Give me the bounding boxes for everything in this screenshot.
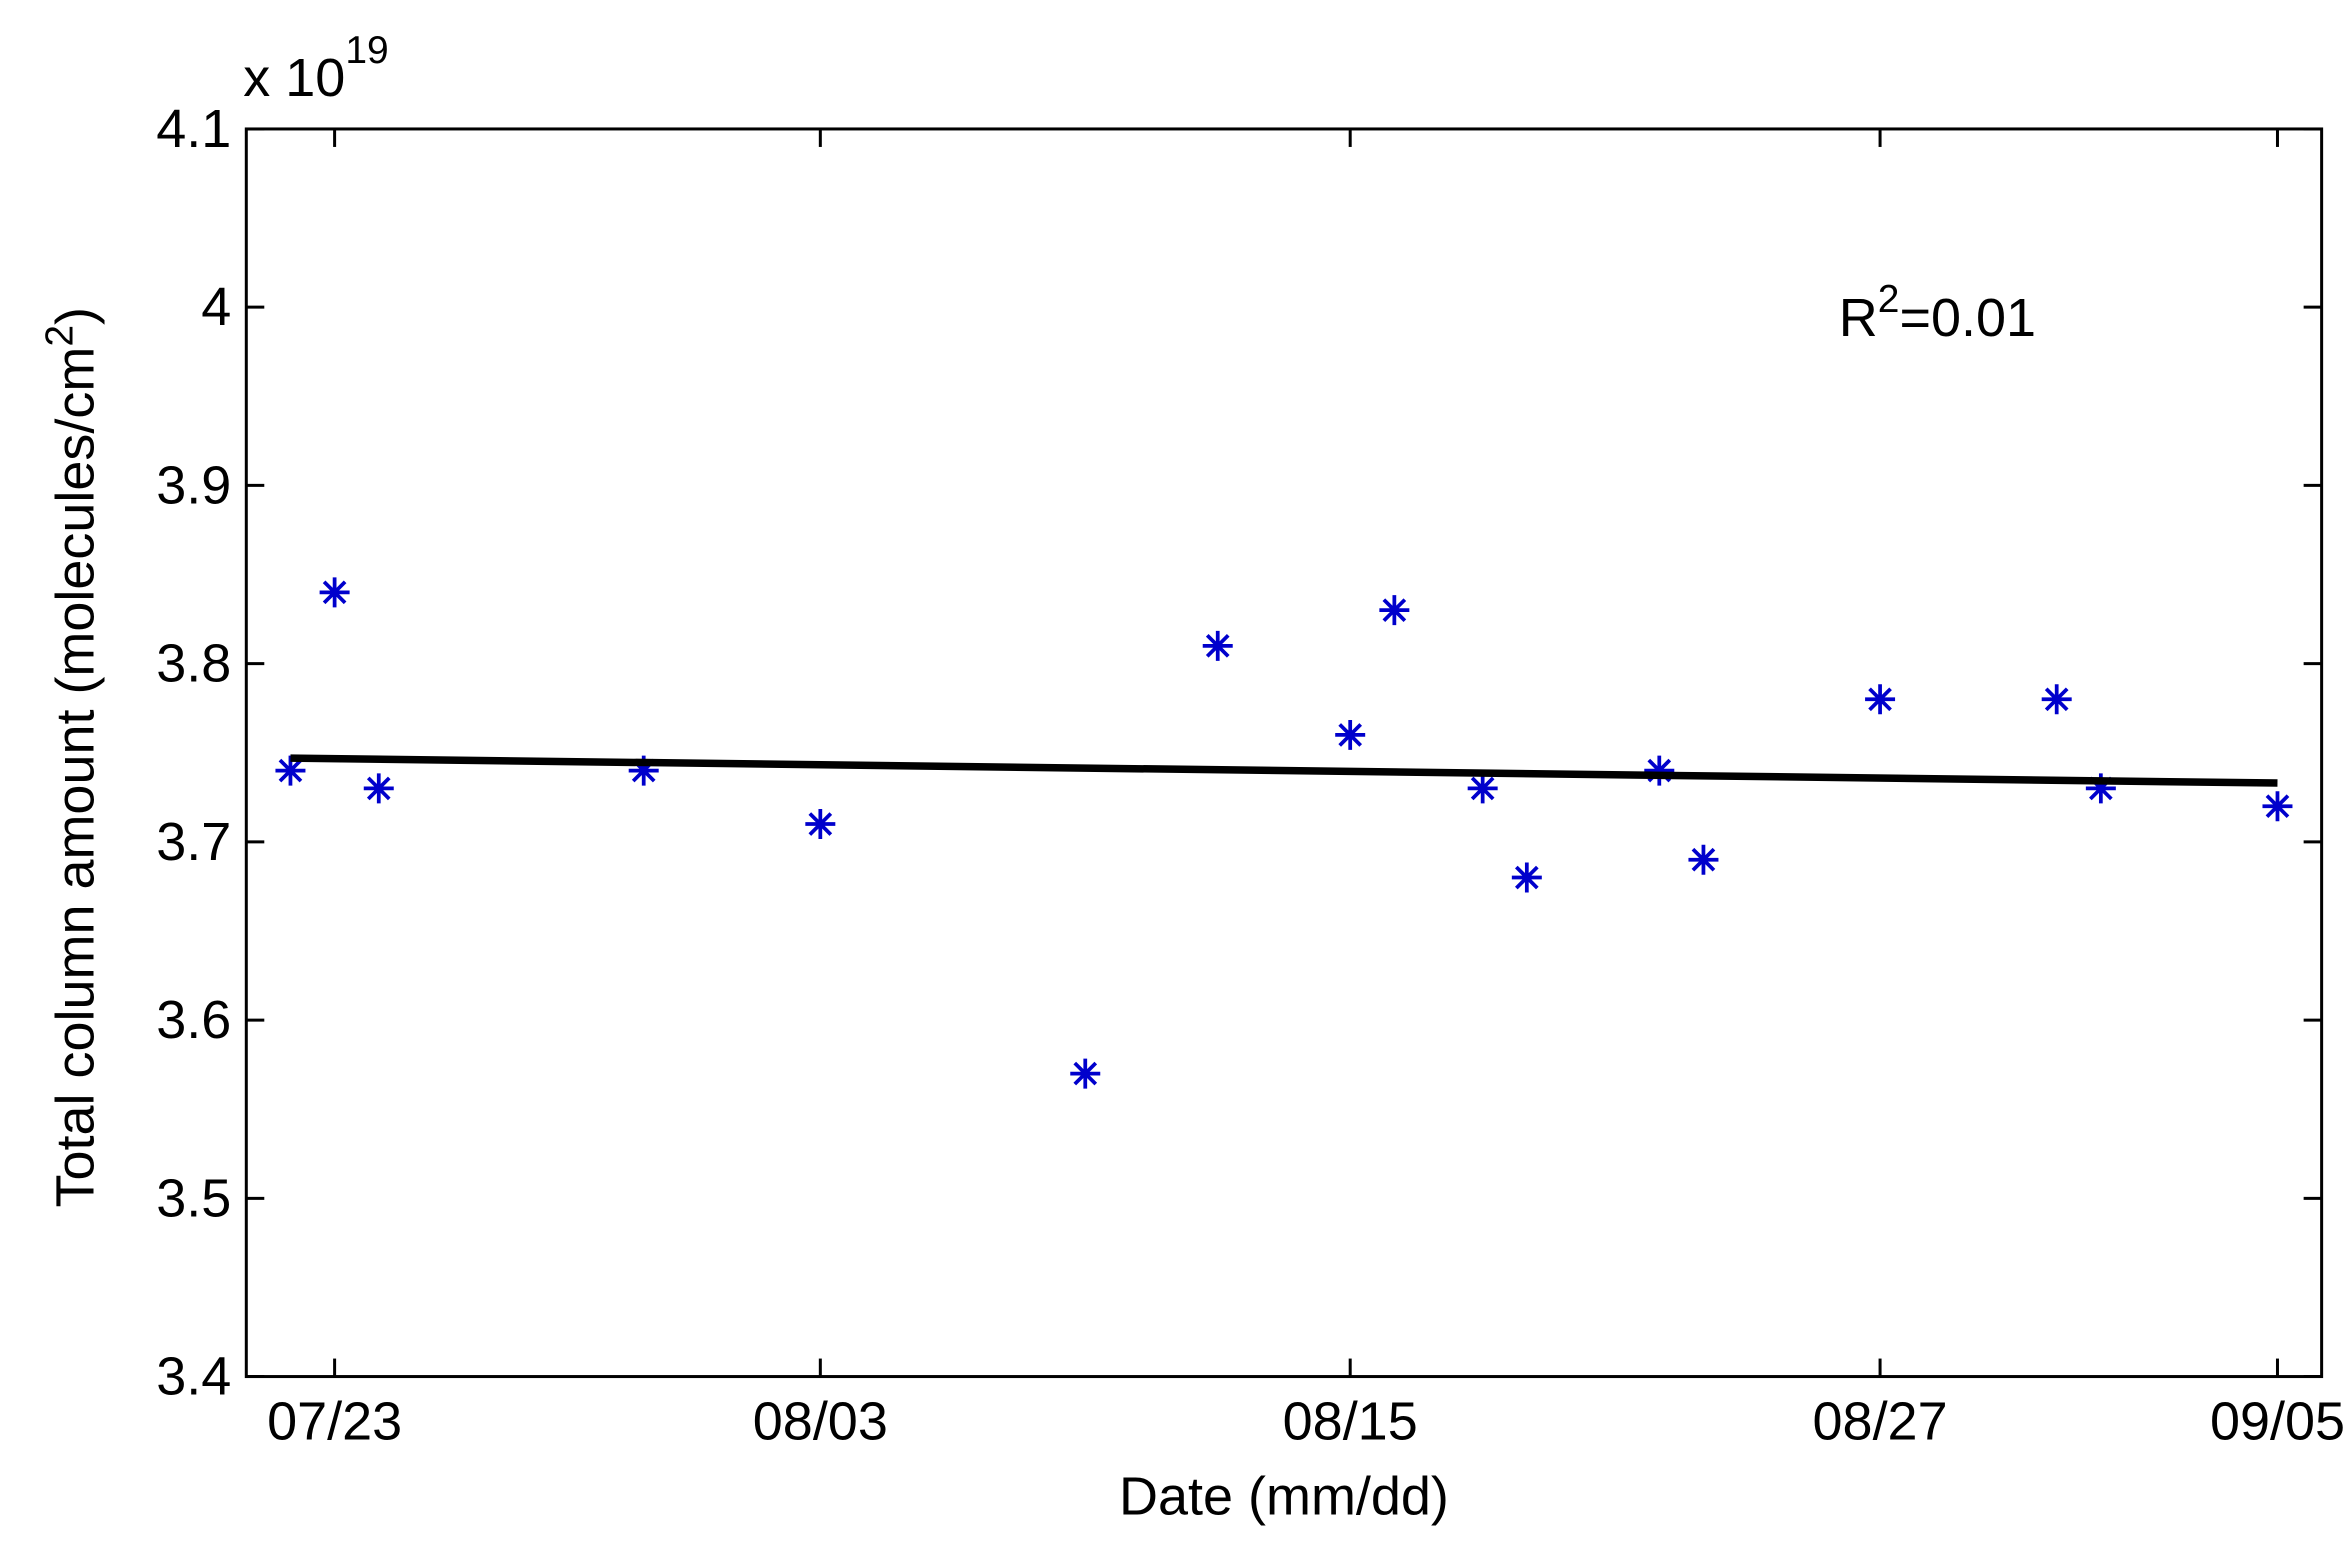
data-point <box>1202 630 1233 661</box>
y-tick-label: 4.1 <box>156 99 231 159</box>
data-point <box>1467 773 1498 804</box>
y-tick-label: 3.4 <box>156 1347 231 1407</box>
plot-area <box>244 127 2324 1379</box>
x-tick-label: 08/03 <box>753 1392 888 1452</box>
data-point <box>1511 862 1542 893</box>
data-point <box>628 755 659 786</box>
data-point <box>805 809 836 840</box>
data-point <box>363 773 394 804</box>
y-tick-label: 3.7 <box>156 812 231 872</box>
data-point <box>319 577 350 608</box>
y-tick-label: 3.8 <box>156 634 231 694</box>
data-point <box>1070 1058 1101 1089</box>
data-point <box>1865 684 1896 715</box>
x-tick-label: 08/15 <box>1283 1392 1418 1452</box>
data-point <box>2262 791 2293 822</box>
y-tick-label: 3.6 <box>156 990 231 1050</box>
y-exponent: x 1019 <box>243 29 388 108</box>
y-tick-label: 3.5 <box>156 1168 231 1228</box>
x-tick-label: 09/05 <box>2210 1392 2345 1452</box>
y-axis-label: Total column amount (molecules/cm2) <box>38 307 105 1208</box>
data-point <box>275 755 306 786</box>
data-point <box>2085 773 2116 804</box>
data-point <box>1688 844 1719 875</box>
x-tick-label: 08/27 <box>1813 1392 1948 1452</box>
x-axis-label: Date (mm/dd) <box>1119 1467 1449 1527</box>
data-point <box>2041 684 2072 715</box>
y-tick-label: 4 <box>201 277 231 337</box>
y-tick-label: 3.9 <box>156 455 231 515</box>
trend-line <box>290 754 2278 787</box>
x-tick-label: 07/23 <box>267 1392 402 1452</box>
data-point <box>1644 755 1675 786</box>
data-point <box>1379 595 1410 626</box>
annotation: R2=0.01 <box>1839 278 2036 348</box>
data-point <box>1335 719 1366 750</box>
